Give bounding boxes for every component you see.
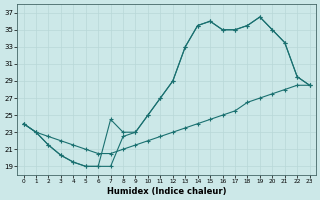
X-axis label: Humidex (Indice chaleur): Humidex (Indice chaleur) (107, 187, 226, 196)
